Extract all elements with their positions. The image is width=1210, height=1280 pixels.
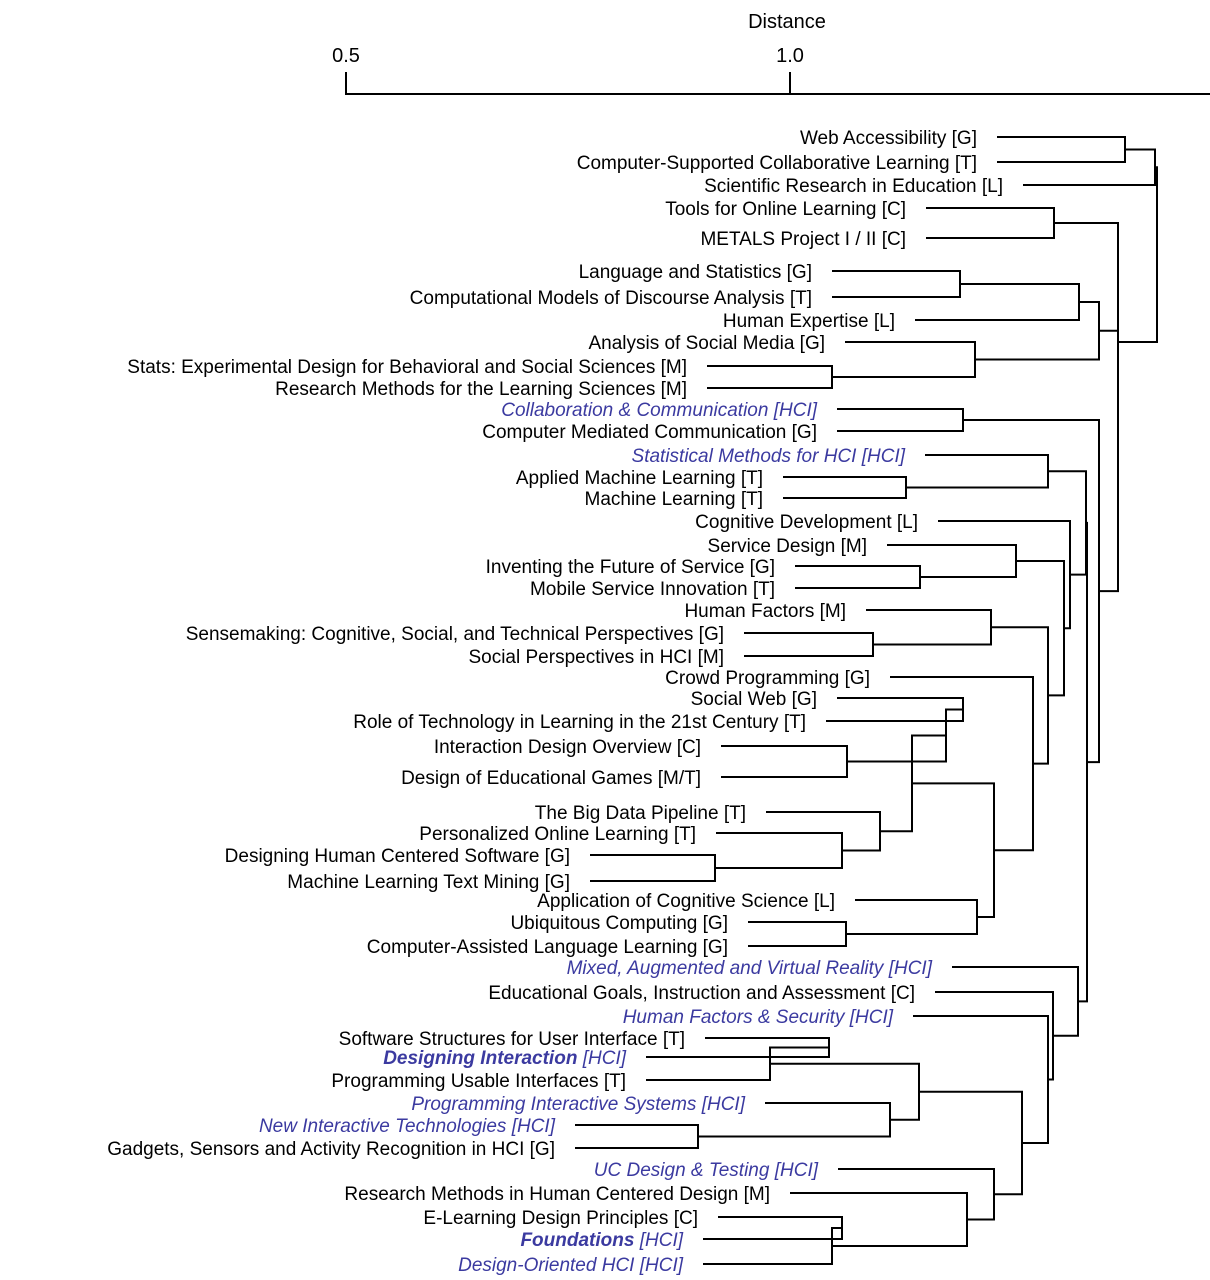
leaf-label: Computational Models of Discourse Analys… xyxy=(410,288,812,309)
leaf-label: E-Learning Design Principles [C] xyxy=(423,1208,698,1229)
dendrogram-link xyxy=(703,1216,843,1240)
leaf-label: Human Factors [M] xyxy=(684,601,846,622)
dendrogram-link xyxy=(1054,222,1119,461)
dendrogram-link xyxy=(1023,148,1156,186)
axis-tick-label-1.0: 1.0 xyxy=(776,45,804,67)
leaf-label: Language and Statistics [G] xyxy=(579,262,812,283)
dendrogram-link xyxy=(826,697,964,722)
dendrogram-link xyxy=(1118,166,1158,343)
leaf-label: Designing Human Centered Software [G] xyxy=(225,846,570,867)
leaf-label: Research Methods in Human Centered Desig… xyxy=(344,1184,770,1205)
dendrogram-link xyxy=(952,966,1079,1037)
leaf-label: Scientific Research in Education [L] xyxy=(704,176,1003,197)
leaf-label: Programming Interactive Systems [HCI] xyxy=(411,1094,745,1115)
leaf-label: Interaction Design Overview [C] xyxy=(434,737,701,758)
leaf-label: Analysis of Social Media [G] xyxy=(588,333,825,354)
leaf-label: Human Expertise [L] xyxy=(723,311,895,332)
leaf-labels: Web Accessibility [G] Computer-Supported … xyxy=(107,128,1003,1276)
dendrogram-link xyxy=(770,1062,920,1121)
dendrogram-link xyxy=(866,609,992,646)
dendrogram-link xyxy=(997,136,1126,163)
leaf-label: Social Web [G] xyxy=(691,689,817,710)
leaf-label: Personalized Online Learning [T] xyxy=(419,824,696,845)
distance-axis-line xyxy=(345,72,1210,95)
leaf-label: Educational Goals, Instruction and Asses… xyxy=(488,983,915,1004)
leaf-label: METALS Project I / II [C] xyxy=(700,229,906,250)
dendrogram-link xyxy=(935,991,1054,1081)
dendrogram-link xyxy=(938,520,1071,630)
leaf-label: Computer Mediated Communication [G] xyxy=(482,422,817,443)
dendrogram-link xyxy=(919,1090,1023,1196)
leaf-label: Collaboration & Communication [HCI] xyxy=(501,400,817,421)
leaf-label: The Big Data Pipeline [T] xyxy=(535,803,746,824)
dendrogram-link xyxy=(744,632,874,657)
leaf-label: Design-Oriented HCI [HCI] xyxy=(458,1255,684,1276)
dendrogram-link xyxy=(748,921,847,947)
leaf-label: Application of Cognitive Science [L] xyxy=(537,891,835,912)
dendrogram-link xyxy=(846,899,978,935)
dendrogram-link xyxy=(887,544,1017,578)
leaf-label: Research Methods for the Learning Scienc… xyxy=(275,379,687,400)
leaf-label: Gadgets, Sensors and Activity Recognitio… xyxy=(107,1139,555,1160)
leaf-label: Human Factors & Security [HCI] xyxy=(623,1007,894,1028)
dendrogram-link xyxy=(838,1168,995,1221)
dendrogram-link xyxy=(703,1227,842,1265)
dendrogram-link xyxy=(832,341,976,378)
axis-title: Distance xyxy=(748,11,826,33)
dendrogram-link xyxy=(1048,470,1087,576)
leaf-label: Computer-Assisted Language Learning [G] xyxy=(367,937,728,958)
dendrogram-links xyxy=(575,136,1158,1265)
dendrogram-link xyxy=(913,1015,1049,1144)
leaf-label: Cognitive Development [L] xyxy=(695,512,918,533)
leaf-label: Designing Interaction [HCI] xyxy=(383,1048,627,1069)
dendrogram-link xyxy=(575,1124,699,1149)
leaf-label: Service Design [M] xyxy=(708,536,867,557)
leaf-label: Web Accessibility [G] xyxy=(800,128,977,149)
dendrogram-link xyxy=(832,270,961,298)
dendrogram-link xyxy=(906,454,1049,489)
dendrogram-link xyxy=(783,476,907,499)
dendrogram-link xyxy=(837,408,964,432)
leaf-label: New Interactive Technologies [HCI] xyxy=(259,1116,556,1137)
dendrogram-link xyxy=(991,626,1049,765)
dendrogram-link xyxy=(707,365,833,389)
leaf-label: Machine Learning Text Mining [G] xyxy=(287,872,570,893)
leaf-label: Sensemaking: Cognitive, Social, and Tech… xyxy=(186,624,724,645)
leaf-label: Mobile Service Innovation [T] xyxy=(530,579,775,600)
leaf-label: Tools for Online Learning [C] xyxy=(665,199,906,220)
leaf-label: Ubiquitous Computing [G] xyxy=(510,913,728,934)
leaf-label: Programming Usable Interfaces [T] xyxy=(331,1071,626,1092)
leaf-label: Mixed, Augmented and Virtual Reality [HC… xyxy=(567,958,933,979)
leaf-label: UC Design & Testing [HCI] xyxy=(594,1160,819,1181)
dendrogram-link xyxy=(915,283,1080,321)
leaf-label: Statistical Methods for HCI [HCI] xyxy=(632,446,906,467)
dendrogram-link xyxy=(590,854,716,882)
dendrogram-link xyxy=(766,811,881,852)
leaf-label: Inventing the Future of Service [G] xyxy=(486,557,775,578)
leaf-label: Crowd Programming [G] xyxy=(665,668,870,689)
leaf-label: Stats: Experimental Design for Behaviora… xyxy=(127,357,687,378)
axis-tick-label-0.5: 0.5 xyxy=(332,45,360,67)
dendrogram-link xyxy=(721,745,848,778)
leaf-label: Machine Learning [T] xyxy=(585,489,764,510)
leaf-label: Design of Educational Games [M/T] xyxy=(401,768,701,789)
leaf-label: Role of Technology in Learning in the 21… xyxy=(353,712,806,733)
leaf-label: Applied Machine Learning [T] xyxy=(516,468,763,489)
dendrogram-link xyxy=(795,565,921,589)
dendrogram-link xyxy=(912,782,995,918)
leaf-label: Social Perspectives in HCI [M] xyxy=(468,647,724,668)
leaf-label: Computer-Supported Collaborative Learnin… xyxy=(577,153,977,174)
dendrogram-link xyxy=(926,207,1055,239)
dendrogram-link xyxy=(975,301,1100,361)
dendrogram-link xyxy=(1078,521,1088,1003)
leaf-label: Software Structures for User Interface [… xyxy=(339,1029,685,1050)
dendrogram-link xyxy=(1099,329,1119,593)
leaf-label: Foundations [HCI] xyxy=(520,1230,683,1251)
dendrogram-link xyxy=(715,832,843,869)
